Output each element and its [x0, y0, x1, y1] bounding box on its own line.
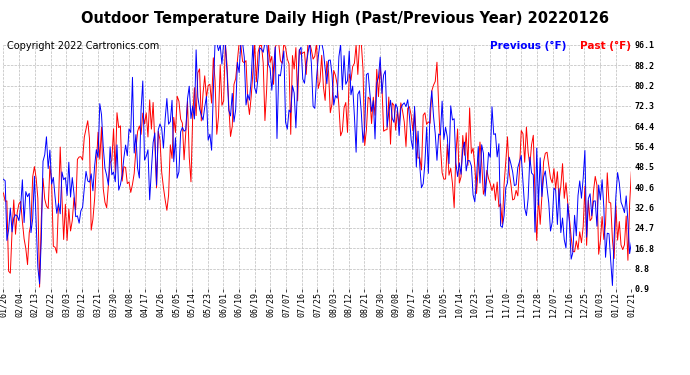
- Text: Outdoor Temperature Daily High (Past/Previous Year) 20220126: Outdoor Temperature Daily High (Past/Pre…: [81, 11, 609, 26]
- Text: Past (°F): Past (°F): [580, 41, 631, 51]
- Text: Previous (°F): Previous (°F): [490, 41, 566, 51]
- Text: Copyright 2022 Cartronics.com: Copyright 2022 Cartronics.com: [7, 41, 159, 51]
